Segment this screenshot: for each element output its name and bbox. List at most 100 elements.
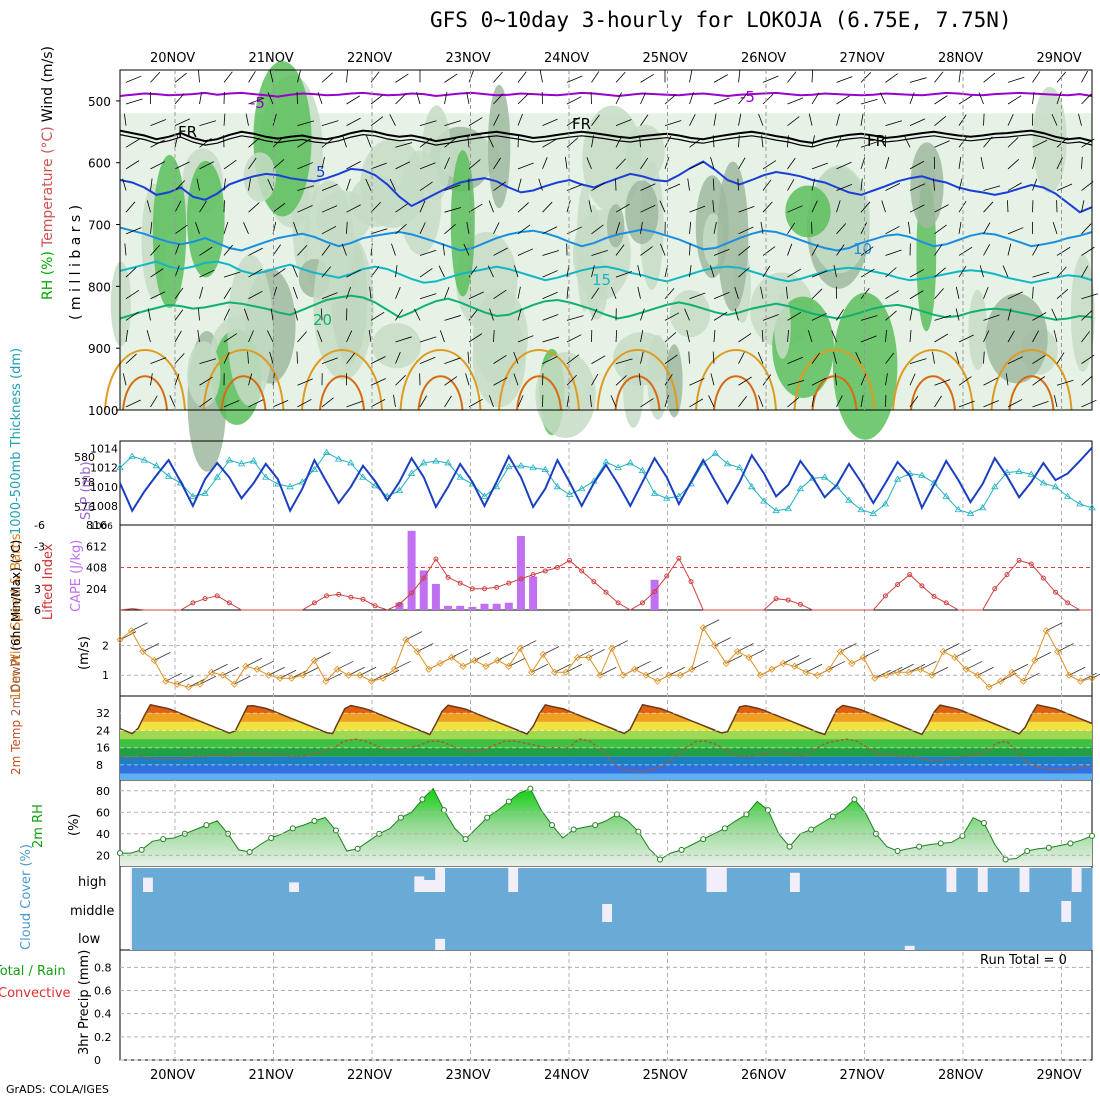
wind-barb bbox=[983, 286, 989, 299]
wind10m-point bbox=[482, 662, 490, 670]
temp-band bbox=[120, 756, 1092, 765]
cloud-high-bar bbox=[309, 868, 321, 892]
wind-barb bbox=[659, 200, 666, 213]
wind-barb bbox=[346, 352, 356, 364]
wind-barb bbox=[689, 378, 705, 386]
lifted-index-point bbox=[931, 594, 937, 600]
wind-barb bbox=[1052, 221, 1058, 234]
rh-point bbox=[592, 822, 599, 829]
wind-barb bbox=[513, 265, 519, 278]
wind-barb bbox=[125, 201, 136, 213]
wind10m-point bbox=[722, 659, 730, 667]
wind10m-point bbox=[448, 653, 456, 662]
wind-barb bbox=[493, 93, 504, 105]
wind-barb bbox=[1005, 373, 1009, 386]
cloud-middle-bar bbox=[424, 892, 436, 922]
wind-barb bbox=[150, 221, 153, 234]
cloud-middle-bar bbox=[601, 892, 613, 904]
wind10m-point bbox=[139, 647, 147, 656]
wind-barb bbox=[174, 330, 182, 343]
wind-barb bbox=[978, 92, 984, 105]
wind-barb bbox=[493, 289, 507, 300]
wind10m-point bbox=[585, 653, 593, 662]
wind-barb bbox=[419, 336, 437, 343]
wind10m-point bbox=[127, 627, 136, 635]
rh-shade-blob bbox=[985, 293, 1048, 384]
wind10m-barb bbox=[1068, 666, 1086, 676]
wind-barb bbox=[468, 70, 474, 83]
wind-barb bbox=[243, 308, 249, 321]
wind-barb bbox=[710, 157, 715, 170]
wind10m-unit-text: (m/s) bbox=[77, 636, 92, 670]
wind-barb bbox=[223, 71, 233, 83]
wind-barb bbox=[713, 74, 728, 83]
cloud-middle-bar bbox=[1081, 892, 1093, 922]
wind-barb bbox=[934, 288, 944, 299]
cloud-low-bar bbox=[914, 922, 926, 950]
temp-label-dewpt: 2m DewPt bbox=[9, 651, 23, 716]
wind-barb bbox=[321, 357, 338, 365]
cloud-low-bar bbox=[664, 922, 676, 950]
cloud-middle-bar bbox=[403, 892, 415, 922]
wind10m-point bbox=[848, 659, 856, 667]
wind-barb bbox=[811, 270, 828, 278]
cloud-middle-bar bbox=[977, 892, 989, 922]
wind10m-point bbox=[1088, 674, 1096, 682]
thickness-marker bbox=[505, 462, 513, 470]
wind-barb bbox=[785, 286, 788, 299]
wind-barb bbox=[199, 376, 213, 386]
wind10m-unit: (m/s) bbox=[77, 636, 92, 670]
wind-barb bbox=[125, 353, 137, 364]
rh-point bbox=[678, 846, 685, 853]
rh-shade-blob bbox=[785, 185, 831, 238]
cloud-middle-bar bbox=[288, 892, 300, 922]
upper-air-label-part: Temperature (°C) bbox=[40, 126, 56, 248]
cloud-middle-bar bbox=[872, 892, 884, 922]
wind-barb bbox=[760, 286, 764, 299]
wind-barb bbox=[566, 183, 583, 191]
wind-barb bbox=[487, 265, 494, 278]
wind10m-barb bbox=[119, 631, 137, 641]
wind-barb bbox=[321, 244, 331, 256]
wind-barb bbox=[909, 77, 927, 83]
wind10m-point bbox=[653, 677, 662, 685]
cape-bar bbox=[516, 536, 525, 610]
wind-barb bbox=[713, 221, 717, 234]
thickness-marker bbox=[991, 483, 999, 490]
cloud-high-bar bbox=[351, 868, 363, 892]
rh-tick: 40 bbox=[96, 828, 110, 841]
wind10m-label-text: 10m Wind Speed & Barbs bbox=[9, 533, 24, 700]
cloud-middle-bar bbox=[278, 892, 290, 922]
wind-barb bbox=[395, 351, 401, 364]
wind-barb bbox=[198, 70, 200, 83]
wind-barb bbox=[787, 179, 795, 191]
wind-barb bbox=[517, 93, 529, 105]
cloud-low-bar bbox=[549, 922, 561, 950]
wind-barb bbox=[566, 334, 582, 343]
cloud-high-bar bbox=[486, 868, 498, 892]
wind-barb bbox=[885, 120, 903, 127]
wind-barb bbox=[248, 178, 251, 191]
cloud-low-bar bbox=[1008, 922, 1020, 950]
temp-label-minmax: (6hr Min/Max) (°C) bbox=[9, 540, 23, 651]
isotherm-label: -5 bbox=[250, 94, 265, 112]
wind-barb bbox=[734, 308, 739, 321]
wind-barb bbox=[787, 205, 803, 213]
cloud-low-bar bbox=[340, 922, 352, 950]
upper-air-label-part: RH (%) bbox=[40, 251, 56, 300]
wind-barb bbox=[444, 315, 462, 321]
cloud-middle-bar bbox=[726, 892, 738, 922]
cloud-high-bar bbox=[674, 868, 686, 892]
rh-point bbox=[700, 836, 707, 843]
rh-shade-blob bbox=[152, 154, 187, 309]
wind-barb bbox=[150, 357, 167, 365]
cloud-high-bar bbox=[789, 868, 801, 873]
wind-barb bbox=[762, 75, 779, 83]
thickness-marker bbox=[675, 492, 683, 499]
cloud-middle-bar bbox=[810, 892, 822, 922]
lifted-index-point bbox=[664, 573, 670, 579]
cloud-middle-bar bbox=[852, 892, 864, 922]
wind10m-point bbox=[356, 671, 364, 679]
wind-barb bbox=[885, 249, 902, 256]
wind10m-point bbox=[882, 671, 890, 679]
